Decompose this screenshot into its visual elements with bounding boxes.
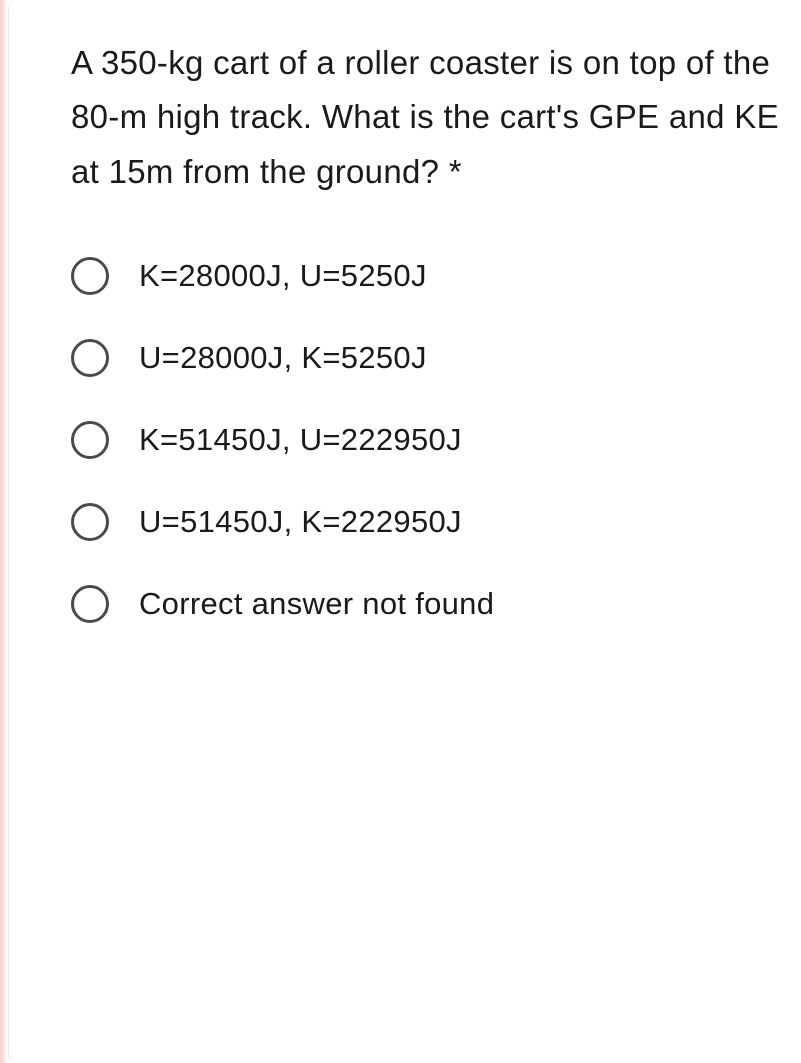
required-asterisk: * bbox=[449, 153, 462, 190]
option-label: Correct answer not found bbox=[139, 586, 494, 622]
radio-icon bbox=[71, 421, 109, 459]
option-2[interactable]: K=51450J, U=222950J bbox=[71, 421, 801, 459]
option-0[interactable]: K=28000J, U=5250J bbox=[71, 257, 801, 295]
options-group: K=28000J, U=5250J U=28000J, K=5250J K=51… bbox=[71, 257, 801, 623]
question-body: A 350-kg cart of a roller coaster is on … bbox=[71, 44, 779, 190]
option-1[interactable]: U=28000J, K=5250J bbox=[71, 339, 801, 377]
option-label: K=28000J, U=5250J bbox=[139, 258, 427, 294]
radio-icon bbox=[71, 503, 109, 541]
option-3[interactable]: U=51450J, K=222950J bbox=[71, 503, 801, 541]
option-label: U=51450J, K=222950J bbox=[139, 504, 462, 540]
option-4[interactable]: Correct answer not found bbox=[71, 585, 801, 623]
radio-icon bbox=[71, 339, 109, 377]
card-left-accent bbox=[0, 0, 8, 1063]
question-text: A 350-kg cart of a roller coaster is on … bbox=[71, 36, 801, 199]
option-label: U=28000J, K=5250J bbox=[139, 340, 427, 376]
radio-icon bbox=[71, 585, 109, 623]
question-card: A 350-kg cart of a roller coaster is on … bbox=[8, 0, 801, 1063]
radio-icon bbox=[71, 257, 109, 295]
option-label: K=51450J, U=222950J bbox=[139, 422, 462, 458]
